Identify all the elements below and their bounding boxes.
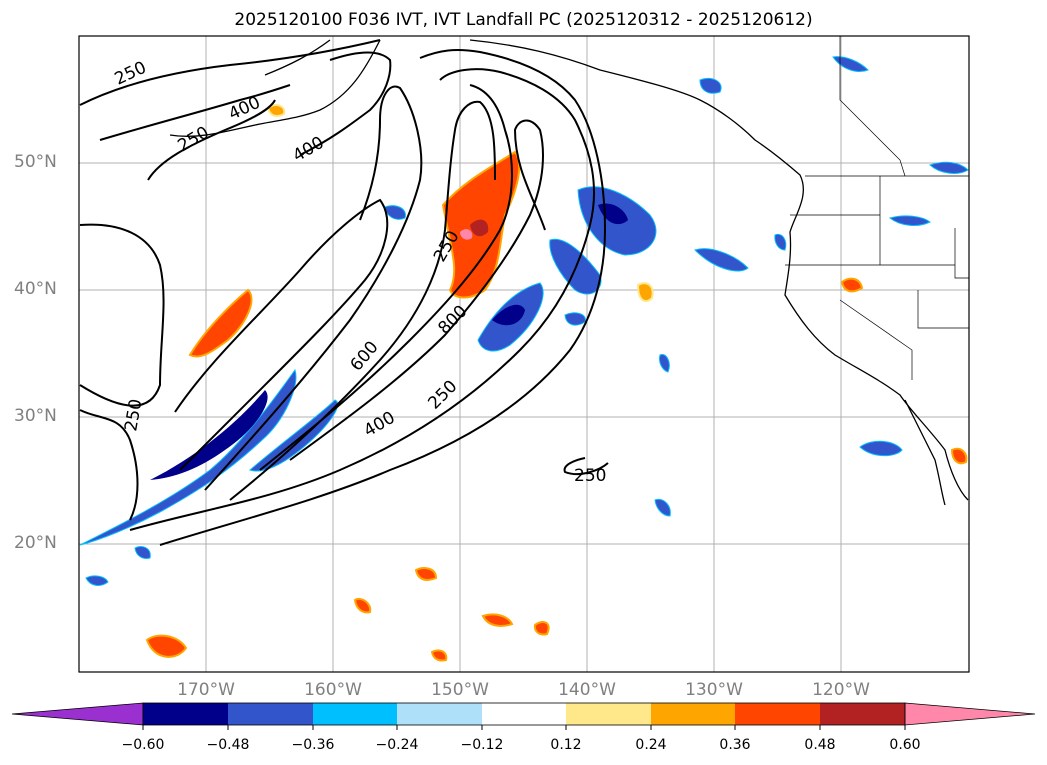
red-patch [470, 219, 489, 237]
blue-patch [699, 77, 722, 94]
coastline [169, 39, 969, 506]
colorbar-tick-label: −0.60 [121, 737, 165, 753]
colorbar-segment [566, 703, 651, 725]
colorbar-tick-label: 0.36 [719, 737, 751, 753]
orange-patch [481, 613, 514, 627]
lat-label: 20°N [14, 533, 57, 553]
colorbar-tick-label: 0.48 [804, 737, 836, 753]
orange-patch [188, 288, 253, 358]
lon-label: 140°W [558, 680, 616, 700]
blue-patch [249, 399, 338, 472]
orange-patch [266, 104, 286, 117]
colorbar-tick-label: −0.48 [206, 737, 250, 753]
lon-label: 150°W [431, 680, 489, 700]
blue-patch [85, 575, 109, 586]
colorbar-tick-label: 0.12 [550, 737, 582, 753]
map-panel [78, 35, 970, 673]
colorbar-segment [228, 703, 313, 725]
colorbar-min-extend [11, 702, 144, 726]
lat-label: 50°N [14, 152, 57, 172]
colorbar-tick-label: −0.24 [375, 737, 419, 753]
colorbar [11, 702, 1036, 730]
blue-patch [694, 248, 749, 272]
ivt-contours [79, 39, 609, 546]
orange-patch [430, 649, 448, 662]
blue-patch [654, 498, 671, 517]
orange-patch [950, 447, 968, 465]
blue-patch [659, 353, 670, 373]
lon-label: 160°W [304, 680, 362, 700]
blue-patch [384, 205, 406, 220]
state-borders [785, 36, 969, 380]
orange-patch [353, 598, 372, 614]
colorbar-tick-label: 0.60 [889, 737, 921, 753]
map-title: 2025120100 F036 IVT, IVT Landfall PC (20… [234, 10, 813, 30]
colorbar-tick-label: −0.36 [291, 737, 335, 753]
colorbar-segment [313, 703, 397, 725]
blue-patch [598, 203, 628, 225]
blue-patch [859, 440, 903, 457]
orange-patch [145, 634, 188, 658]
colorbar-segment [735, 703, 820, 725]
blue-patch [832, 56, 869, 72]
colorbar-segment [651, 703, 735, 725]
orange-patch [414, 567, 438, 581]
orange-patch [533, 621, 550, 636]
colorbar-frame [142, 702, 906, 726]
blue-patch [774, 233, 787, 251]
blue-patch [134, 545, 151, 559]
lon-label: 120°W [812, 680, 870, 700]
positive-anomaly-patches [145, 104, 968, 662]
colorbar-tick-label: 0.24 [635, 737, 667, 753]
lon-label: 130°W [685, 680, 743, 700]
orange-patch [636, 282, 654, 303]
colorbar-segment [820, 703, 905, 725]
lat-label: 40°N [14, 279, 57, 299]
negative-anomaly-patches [79, 56, 969, 586]
contour-label: 250 [574, 466, 606, 486]
blue-patch [79, 368, 297, 546]
colorbar-segment [143, 703, 228, 725]
blue-patch [888, 215, 931, 226]
map-frame [78, 35, 970, 673]
lat-label: 30°N [14, 406, 57, 426]
colorbar-segment [482, 703, 566, 725]
blue-patch [929, 161, 969, 174]
colorbar-max-extend [904, 702, 1036, 726]
colorbar-segment [397, 703, 482, 725]
orange-patch [840, 277, 864, 293]
lon-label: 170°W [177, 680, 235, 700]
colorbar-tick-label: −0.12 [460, 737, 504, 753]
pink-patch [460, 229, 473, 240]
blue-patch [492, 304, 525, 326]
